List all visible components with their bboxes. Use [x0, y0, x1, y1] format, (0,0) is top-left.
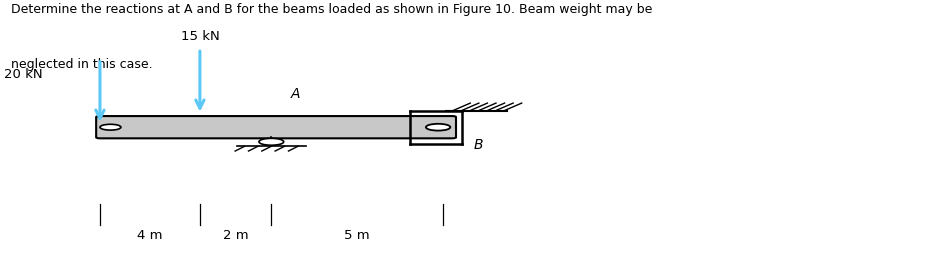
- FancyBboxPatch shape: [96, 116, 456, 138]
- Circle shape: [100, 124, 121, 130]
- Circle shape: [426, 124, 450, 131]
- Text: Determine the reactions at A and B for the beams loaded as shown in Figure 10. B: Determine the reactions at A and B for t…: [11, 3, 653, 16]
- Text: 20 kN: 20 kN: [4, 68, 43, 81]
- Text: 4 m: 4 m: [137, 229, 163, 242]
- Circle shape: [259, 138, 284, 145]
- Text: B: B: [474, 138, 484, 152]
- Text: 5 m: 5 m: [345, 229, 369, 242]
- Text: 2 m: 2 m: [223, 229, 248, 242]
- Text: 15 kN: 15 kN: [181, 30, 219, 43]
- Text: A: A: [290, 87, 300, 101]
- Text: neglected in this case.: neglected in this case.: [11, 58, 153, 71]
